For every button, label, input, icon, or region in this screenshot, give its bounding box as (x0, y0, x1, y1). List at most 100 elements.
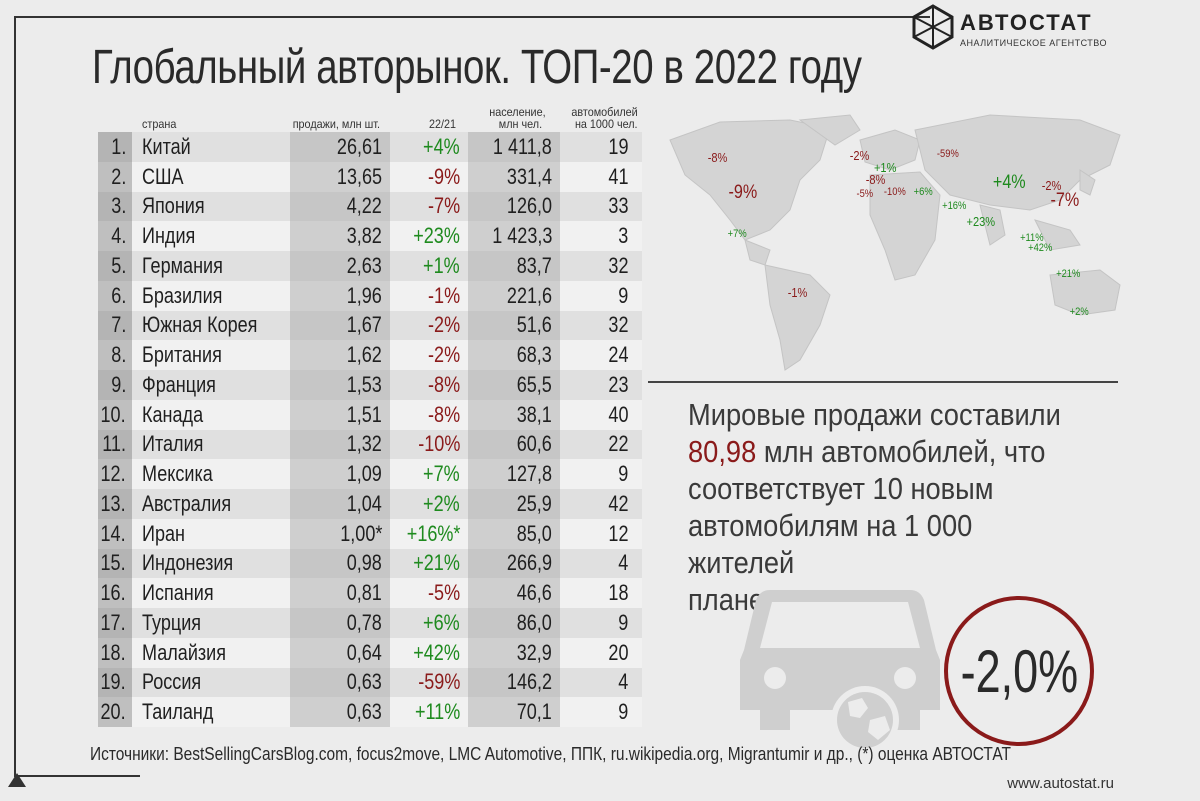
sales-cell-text: 26,61 (336, 133, 382, 159)
population-cell-text: 331,4 (506, 163, 552, 189)
cars-cell-text: 4 (617, 669, 628, 695)
country-cell-text: Турция (142, 609, 202, 635)
change-cell-text: -8% (427, 401, 460, 427)
cars-cell: 9 (560, 459, 642, 489)
table-row: 13. Австралия 1,04 +2% 25,9 42 (98, 489, 642, 519)
change-cell-text: +4% (423, 133, 460, 159)
sales-cell-text: 1,51 (346, 401, 382, 427)
sales-table: страна продажи, млн шт. 22/21 население,… (98, 104, 642, 727)
cars-cell: 9 (560, 697, 642, 727)
corner-triangle-icon (8, 773, 26, 787)
country-cell-text: Индия (142, 223, 196, 249)
country-cell: Австралия (132, 489, 290, 519)
sales-cell-text: 13,65 (336, 163, 382, 189)
total-change-badge: -2,0% (944, 596, 1094, 746)
sales-cell: 0,81 (290, 578, 390, 608)
population-cell-text: 146,2 (506, 669, 552, 695)
sales-cell: 1,53 (290, 370, 390, 400)
header-population-1: население, (489, 105, 546, 119)
rank-cell: 12. (98, 459, 132, 489)
country-cell: Япония (132, 191, 290, 222)
rank-cell: 16. (98, 578, 132, 608)
country-cell: Россия (132, 667, 290, 698)
rank-cell: 13. (98, 489, 132, 519)
change-cell-text: -1% (427, 282, 460, 308)
change-cell-text: -10% (417, 431, 460, 457)
site-link[interactable]: www.autostat.ru (1007, 775, 1114, 792)
cars-cell-text: 9 (617, 282, 628, 308)
map-change-label: -8% (865, 172, 886, 187)
rank-cell: 6. (98, 280, 132, 311)
cars-cell: 20 (560, 637, 642, 668)
brand-name: АВТОСТАТ (960, 10, 1093, 35)
cars-cell: 32 (560, 251, 642, 281)
sales-cell: 0,64 (290, 637, 390, 668)
map-change-label: -59% (936, 148, 959, 160)
summary-text: Мировые продажи составили 80,98 млн авто… (688, 396, 1075, 618)
sales-cell: 2,63 (290, 251, 390, 281)
cars-cell: 22 (560, 429, 642, 460)
rank-cell: 7. (98, 310, 132, 341)
population-cell-text: 68,3 (516, 342, 552, 368)
change-cell: -2% (390, 310, 468, 341)
country-cell: Мексика (132, 459, 290, 489)
change-cell-text: -5% (427, 580, 460, 606)
country-cell: Британия (132, 340, 290, 370)
population-cell-text: 221,6 (506, 282, 552, 308)
rank-cell: 17. (98, 608, 132, 638)
rank-cell: 20. (98, 697, 132, 727)
summary-line-3: соответствует 10 новым (688, 471, 994, 506)
brand-logo: АВТОСТАТ АНАЛИТИЧЕСКОЕ АГЕНТСТВО (910, 4, 1120, 54)
population-cell: 146,2 (468, 667, 560, 698)
rank-cell-text: 5. (110, 252, 126, 278)
country-cell: Франция (132, 370, 290, 400)
map-change-label: +21% (1056, 268, 1081, 280)
sales-cell-text: 2,63 (346, 252, 382, 278)
cars-cell: 23 (560, 370, 642, 400)
cars-cell-text: 20 (607, 639, 628, 665)
population-cell-text: 60,6 (516, 431, 552, 457)
population-cell-text: 126,0 (506, 193, 552, 219)
cars-cell: 32 (560, 310, 642, 341)
change-cell-text: +11% (414, 699, 460, 725)
map-change-label: -2% (849, 148, 870, 163)
rank-cell-text: 6. (110, 282, 126, 308)
change-cell: +4% (390, 132, 468, 162)
population-cell-text: 25,9 (516, 490, 552, 516)
frame-line-bottom (14, 775, 140, 777)
change-cell-text: -8% (427, 371, 460, 397)
country-cell-text: Канада (142, 401, 204, 427)
change-cell-text: -7% (427, 193, 460, 219)
change-cell: -10% (390, 429, 468, 460)
cars-cell-text: 42 (607, 490, 628, 516)
rank-cell-text: 19. (100, 669, 126, 695)
country-cell-text: Индонезия (142, 550, 234, 576)
cars-cell: 19 (560, 132, 642, 162)
population-cell-text: 127,8 (506, 461, 552, 487)
sales-cell-text: 1,96 (346, 282, 382, 308)
cars-cell: 3 (560, 221, 642, 251)
country-cell-text: Мексика (142, 461, 213, 487)
sales-cell: 0,98 (290, 548, 390, 579)
population-cell: 46,6 (468, 578, 560, 608)
map-change-label: +11% (1020, 232, 1044, 244)
change-cell: -59% (390, 667, 468, 698)
sales-cell: 1,00* (290, 518, 390, 549)
sales-cell: 1,32 (290, 429, 390, 460)
brand-subtitle: АНАЛИТИЧЕСКОЕ АГЕНТСТВО (960, 38, 1107, 48)
population-cell: 1 423,3 (468, 221, 560, 251)
summary-line-1: Мировые продажи составили (688, 397, 1061, 432)
rank-cell-text: 13. (100, 490, 126, 516)
change-cell: +7% (390, 459, 468, 489)
country-cell-text: Франция (142, 371, 216, 397)
frame-line-left (14, 16, 16, 777)
rank-cell: 2. (98, 161, 132, 192)
rank-cell-text: 10. (100, 401, 126, 427)
cars-cell-text: 4 (617, 550, 628, 576)
header-cars-2: на 1000 чел. (575, 117, 638, 131)
population-cell: 83,7 (468, 251, 560, 281)
rank-cell: 8. (98, 340, 132, 370)
map-change-label: +6% (913, 186, 933, 198)
population-cell: 266,9 (468, 548, 560, 579)
map-change-label: +2% (1069, 306, 1089, 318)
